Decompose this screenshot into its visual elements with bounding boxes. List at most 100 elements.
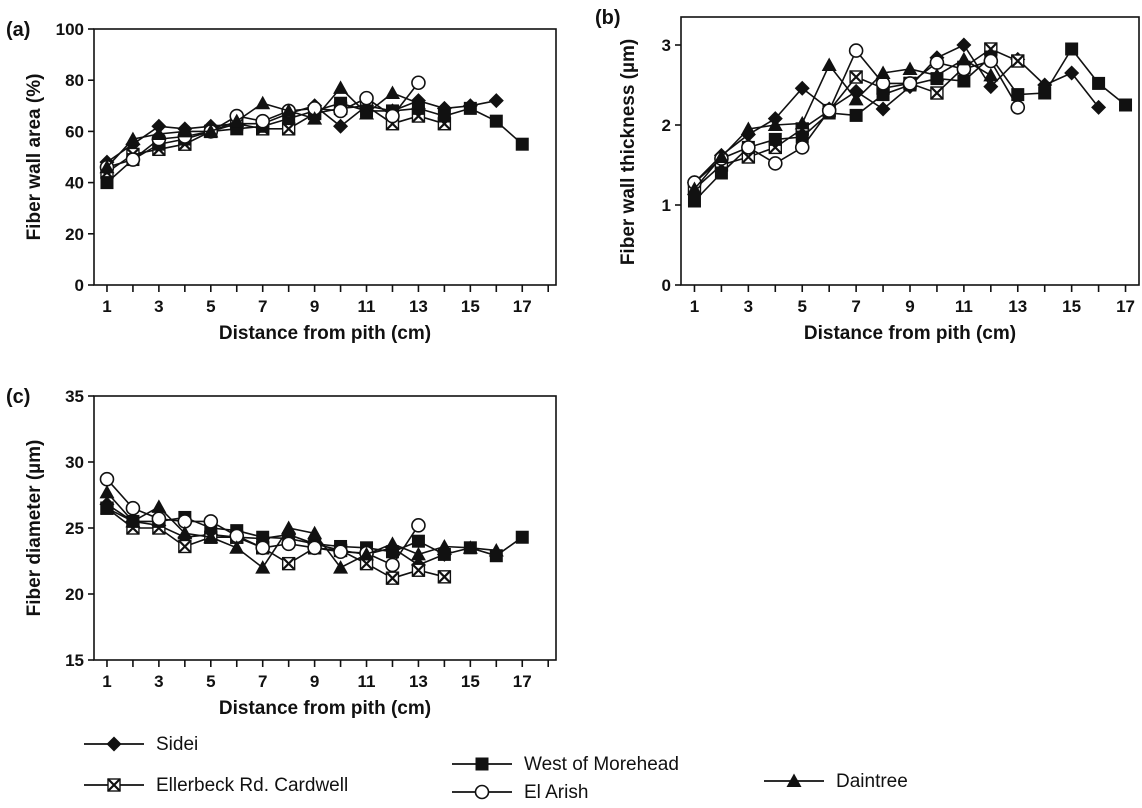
data-point-circle bbox=[307, 540, 322, 556]
data-point-square bbox=[957, 74, 971, 88]
x-tick-label: 15 bbox=[461, 672, 480, 691]
x-tick-label: 3 bbox=[744, 297, 753, 316]
data-point-triangle bbox=[902, 61, 918, 75]
data-point-diamond bbox=[1091, 99, 1107, 115]
data-point-triangle bbox=[875, 65, 891, 79]
data-point-circle bbox=[151, 511, 167, 527]
x-tick-label: 9 bbox=[905, 297, 914, 316]
data-point-triangle bbox=[929, 67, 945, 82]
data-point-circle bbox=[1010, 100, 1026, 115]
data-point-triangle bbox=[281, 520, 297, 534]
series-diamond bbox=[686, 37, 1107, 191]
data-point-xbox bbox=[281, 122, 296, 136]
data-point-square bbox=[1038, 86, 1052, 100]
data-point-triangle bbox=[767, 117, 783, 131]
x-tick-label: 1 bbox=[102, 672, 111, 691]
data-point-circle bbox=[767, 156, 783, 171]
x-tick-label: 7 bbox=[851, 297, 860, 316]
data-point-xbox bbox=[281, 556, 296, 571]
data-point-circle bbox=[741, 140, 756, 155]
data-point-triangle bbox=[436, 538, 452, 553]
y-tick-label: 20 bbox=[65, 585, 84, 604]
data-point-diamond bbox=[333, 118, 349, 134]
data-point-square bbox=[795, 130, 809, 144]
data-point-xbox bbox=[437, 570, 452, 584]
series-line bbox=[693, 43, 1100, 184]
data-point-triangle bbox=[686, 181, 702, 195]
data-point-triangle bbox=[983, 67, 999, 82]
data-point-square bbox=[1065, 42, 1079, 56]
data-point-square bbox=[876, 88, 890, 102]
data-point-circle bbox=[125, 500, 141, 516]
x-tick-label: 7 bbox=[258, 297, 267, 316]
data-point-circle bbox=[411, 518, 426, 533]
data-point-triangle bbox=[956, 51, 972, 66]
y-axis-label: Fiber wall area (%) bbox=[24, 74, 45, 241]
data-point-triangle bbox=[410, 546, 426, 561]
legend-item: Ellerbeck Rd. Cardwell bbox=[84, 775, 348, 796]
data-point-xbox bbox=[385, 571, 400, 585]
legend-marker-square-icon bbox=[475, 757, 489, 771]
data-point-circle bbox=[794, 140, 810, 155]
data-point-square bbox=[463, 101, 477, 115]
data-point-square bbox=[1092, 76, 1106, 90]
data-point-diamond bbox=[151, 118, 167, 134]
x-tick-label: 5 bbox=[798, 297, 807, 316]
x-tick-label: 13 bbox=[409, 672, 428, 691]
data-point-triangle bbox=[99, 159, 115, 174]
legend-marker-diamond-icon bbox=[106, 736, 122, 752]
x-tick-label: 9 bbox=[310, 672, 319, 691]
data-point-circle bbox=[255, 113, 271, 129]
data-point-square bbox=[768, 132, 782, 146]
data-point-circle bbox=[99, 471, 115, 487]
data-point-square bbox=[100, 501, 114, 515]
legend-item: Daintree bbox=[764, 771, 908, 792]
legend-item: El Arish bbox=[452, 782, 588, 803]
y-axis-label: Fiber diameter (µm) bbox=[24, 440, 45, 617]
x-tick-label: 7 bbox=[258, 672, 267, 691]
data-point-triangle bbox=[125, 131, 141, 146]
data-point-triangle bbox=[384, 536, 400, 550]
x-tick-label: 1 bbox=[102, 297, 111, 316]
data-point-square bbox=[515, 530, 529, 544]
data-point-triangle bbox=[488, 542, 504, 557]
x-tick-label: 3 bbox=[154, 672, 163, 691]
data-point-triangle bbox=[151, 499, 167, 513]
x-tick-label: 11 bbox=[358, 297, 376, 316]
x-tick-label: 17 bbox=[513, 297, 532, 316]
x-tick-label: 17 bbox=[513, 672, 532, 691]
data-point-triangle bbox=[713, 149, 729, 163]
data-point-square bbox=[515, 137, 529, 151]
series-line bbox=[106, 491, 497, 569]
data-point-triangle bbox=[255, 95, 271, 110]
data-point-circle bbox=[848, 43, 864, 58]
series-circle bbox=[99, 75, 426, 175]
x-axis-label: Distance from pith (cm) bbox=[804, 323, 1016, 344]
data-point-circle bbox=[983, 53, 999, 69]
data-point-square bbox=[100, 176, 114, 190]
series-triangle bbox=[99, 80, 426, 174]
y-tick-label: 1 bbox=[662, 196, 671, 215]
data-point-triangle bbox=[410, 95, 426, 110]
x-tick-label: 5 bbox=[206, 672, 215, 691]
data-point-triangle bbox=[333, 80, 349, 94]
data-point-circle bbox=[359, 90, 374, 106]
data-point-square bbox=[714, 166, 728, 180]
data-point-circle bbox=[385, 108, 400, 124]
data-point-circle bbox=[821, 103, 837, 118]
x-tick-label: 15 bbox=[1062, 297, 1081, 316]
x-tick-label: 1 bbox=[690, 297, 699, 316]
data-point-circle bbox=[385, 557, 400, 573]
data-point-square bbox=[687, 194, 701, 208]
x-tick-label: 9 bbox=[310, 297, 319, 316]
y-tick-label: 0 bbox=[75, 276, 84, 295]
legend-label: El Arish bbox=[524, 782, 588, 803]
data-point-circle bbox=[281, 536, 296, 552]
data-point-triangle bbox=[255, 560, 271, 574]
data-point-square bbox=[1119, 98, 1133, 112]
data-point-circle bbox=[411, 75, 426, 91]
x-axis-label: Distance from pith (cm) bbox=[219, 323, 431, 344]
y-tick-label: 25 bbox=[65, 519, 84, 538]
